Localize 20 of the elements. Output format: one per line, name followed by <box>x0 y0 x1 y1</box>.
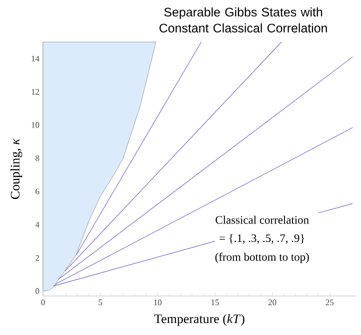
annotation: (from bottom to top) <box>215 252 309 264</box>
x-tick-label: 10 <box>154 300 162 306</box>
x-tick-label: 5 <box>98 300 102 306</box>
y-tick-label: 8 <box>36 155 40 162</box>
y-tick-label: 14 <box>32 56 40 62</box>
y-tick-label: 0 <box>36 288 40 294</box>
x-tick-label: 15 <box>211 300 219 306</box>
y-tick-label: 12 <box>32 88 40 95</box>
x-tick-label: 20 <box>268 300 276 306</box>
y-tick-label: 6 <box>36 188 40 194</box>
annotation: Classical correlation <box>216 216 309 224</box>
y-tick-label: 10 <box>32 122 40 128</box>
x-tick-label: 0 <box>41 300 45 306</box>
x-tick-label: 25 <box>326 300 334 306</box>
chart-title: Separable Gibbs States with Constant Classical Correlation <box>160 7 327 33</box>
y-tick-label: 4 <box>35 222 40 228</box>
x-axis-title: Temperature (kT) <box>154 314 244 326</box>
y-axis-title: Coupling, κ <box>10 138 22 199</box>
y-tick-label: 2 <box>36 255 40 261</box>
annotation: = {.1, .3, .5, .7, .9} <box>220 234 304 244</box>
